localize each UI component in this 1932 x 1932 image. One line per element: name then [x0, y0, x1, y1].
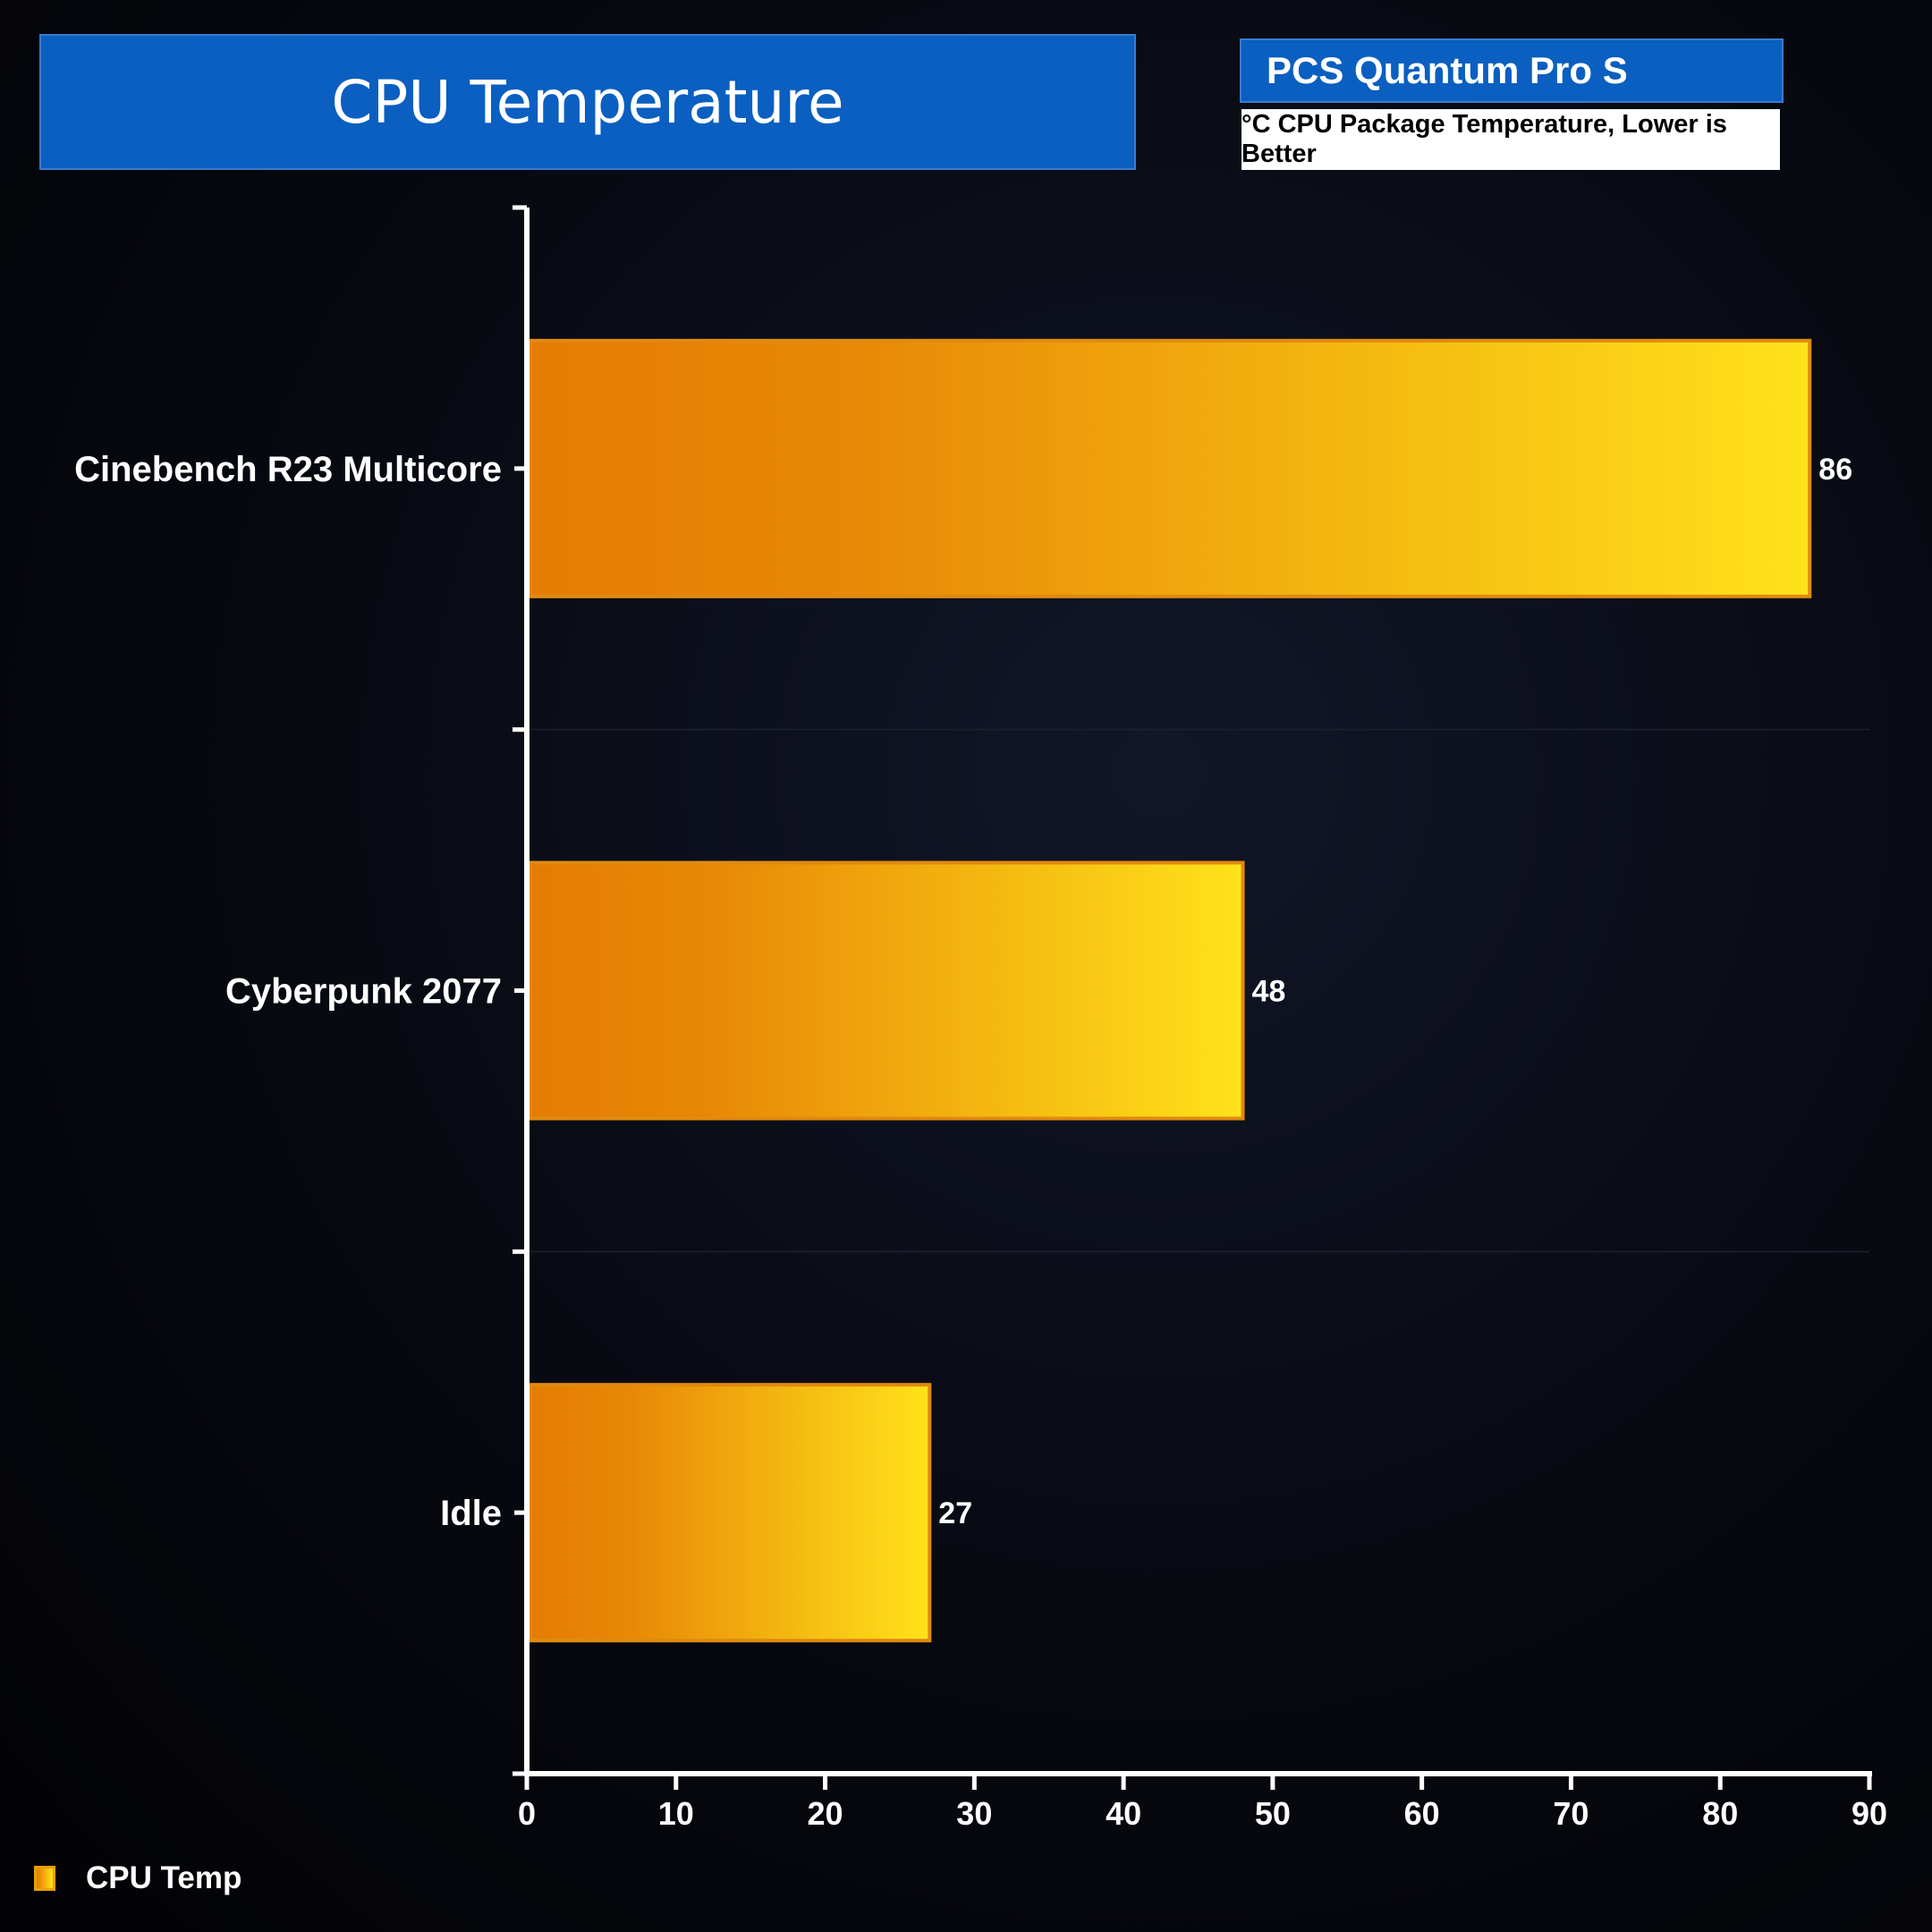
x-tick-label: 40: [1106, 1795, 1141, 1832]
x-tick-label: 70: [1553, 1795, 1589, 1832]
category-label: Idle: [440, 1494, 502, 1533]
chart-title: CPU Temperature: [331, 67, 844, 137]
x-tick-label: 90: [1852, 1795, 1887, 1832]
chart-subtitle: °C CPU Package Temperature, Lower is Bet…: [1241, 110, 1727, 168]
x-tick-label: 10: [658, 1795, 694, 1832]
x-tick-label: 80: [1702, 1795, 1738, 1832]
x-tick-label: 20: [808, 1795, 843, 1832]
product-name-box: PCS Quantum Pro S: [1240, 38, 1784, 103]
bar: [529, 860, 1245, 1121]
category-label: Cinebench R23 Multicore: [74, 450, 502, 489]
x-tick-label: 60: [1404, 1795, 1440, 1832]
product-name: PCS Quantum Pro S: [1267, 49, 1628, 91]
bar: [529, 338, 1812, 598]
legend-label: CPU Temp: [86, 1860, 242, 1895]
subtitle-box: °C CPU Package Temperature, Lower is Bet…: [1241, 109, 1780, 170]
x-tick-label: 50: [1255, 1795, 1291, 1832]
x-tick-label: 0: [518, 1795, 536, 1832]
legend-swatch: [34, 1866, 55, 1891]
bar: [529, 1383, 932, 1643]
bar-value-label: 27: [938, 1496, 972, 1530]
bar-value-label: 86: [1818, 453, 1852, 487]
x-tick-label: 30: [956, 1795, 992, 1832]
chart-title-box: CPU Temperature: [39, 34, 1136, 170]
legend: CPU Temp: [34, 1860, 242, 1896]
bar-value-label: 48: [1252, 975, 1286, 1009]
category-label: Cyberpunk 2077: [225, 972, 502, 1012]
